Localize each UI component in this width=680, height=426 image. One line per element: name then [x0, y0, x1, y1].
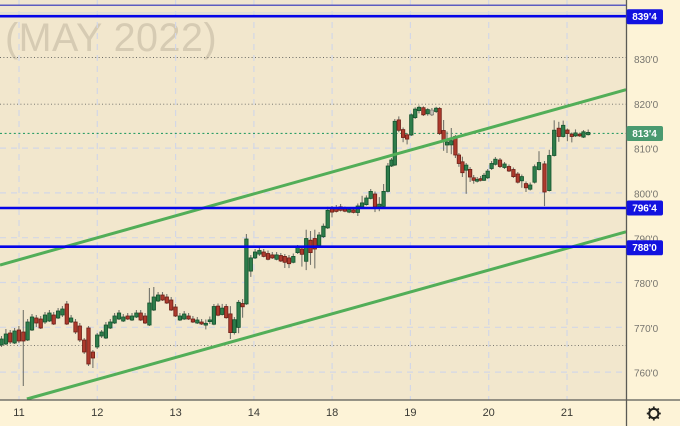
svg-text:20: 20 [483, 407, 495, 419]
svg-text:780'0: 780'0 [634, 279, 659, 290]
svg-text:13: 13 [169, 407, 181, 419]
svg-text:796'4: 796'4 [632, 203, 657, 214]
svg-text:800'0: 800'0 [634, 190, 659, 201]
svg-text:12: 12 [91, 407, 103, 419]
svg-text:820'0: 820'0 [634, 100, 659, 111]
svg-text:11: 11 [13, 407, 24, 419]
svg-text:760'0: 760'0 [634, 369, 659, 380]
svg-text:788'0: 788'0 [632, 243, 657, 254]
svg-text:21: 21 [561, 407, 573, 419]
svg-text:830'0: 830'0 [634, 55, 659, 66]
svg-text:790'0: 790'0 [634, 234, 659, 245]
svg-text:770'0: 770'0 [634, 324, 659, 335]
svg-text:813'4: 813'4 [632, 129, 657, 140]
svg-text:810'0: 810'0 [634, 145, 659, 156]
svg-text:(MAY 2022): (MAY 2022) [5, 16, 217, 60]
svg-text:839'4: 839'4 [632, 12, 657, 23]
svg-text:14: 14 [248, 407, 260, 419]
svg-text:19: 19 [404, 407, 416, 419]
svg-text:18: 18 [326, 407, 338, 419]
